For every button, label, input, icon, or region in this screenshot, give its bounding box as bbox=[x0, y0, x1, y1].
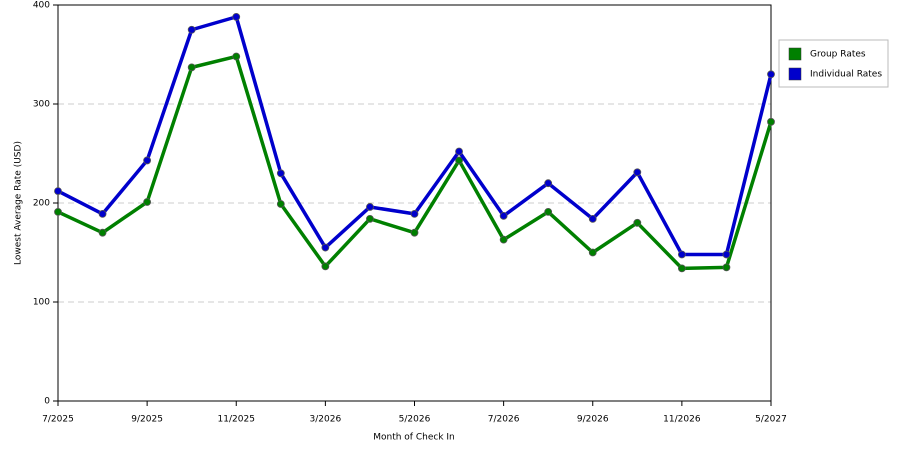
data-point bbox=[276, 169, 285, 178]
data-point bbox=[633, 168, 642, 177]
x-tick-label: 9/2026 bbox=[577, 415, 609, 425]
data-point bbox=[276, 200, 285, 208]
x-tick-label: 7/2025 bbox=[42, 415, 74, 425]
x-tick-label: 5/2026 bbox=[399, 415, 431, 425]
data-point bbox=[677, 250, 686, 259]
data-point bbox=[588, 214, 597, 223]
x-tick-label: 7/2026 bbox=[488, 415, 520, 425]
data-point bbox=[366, 214, 374, 223]
data-point bbox=[232, 12, 241, 21]
series-line bbox=[57, 15, 773, 257]
data-point bbox=[410, 228, 419, 237]
x-tick-label: 5/2027 bbox=[755, 415, 787, 425]
plot-frame bbox=[57, 4, 772, 402]
data-point bbox=[544, 179, 553, 188]
y-tick-label: 100 bbox=[33, 298, 50, 308]
data-point bbox=[410, 209, 419, 218]
x-tick-label: 3/2026 bbox=[310, 415, 342, 425]
y-tick-label: 300 bbox=[33, 100, 50, 110]
y-tick-label: 400 bbox=[33, 1, 50, 11]
data-point bbox=[722, 250, 731, 259]
legend-label: Individual Rates bbox=[810, 70, 882, 80]
data-point bbox=[677, 264, 686, 273]
data-point bbox=[321, 243, 330, 252]
y-axis-title: Lowest Average Rate (USD) bbox=[14, 141, 24, 265]
data-point bbox=[98, 209, 107, 218]
x-tick-label: 11/2025 bbox=[218, 415, 255, 425]
data-point bbox=[633, 218, 642, 227]
data-point bbox=[143, 198, 152, 206]
y-tick-label: 200 bbox=[33, 199, 50, 209]
legend-label: Group Rates bbox=[810, 50, 866, 60]
x-tick-label: 9/2025 bbox=[131, 415, 163, 425]
data-point bbox=[722, 263, 731, 272]
data-point bbox=[187, 25, 196, 34]
data-point bbox=[98, 228, 107, 237]
data-point bbox=[143, 156, 152, 165]
data-point bbox=[54, 187, 62, 196]
legend-swatch bbox=[788, 67, 802, 81]
data-point bbox=[232, 52, 241, 61]
data-point bbox=[544, 208, 553, 216]
data-point bbox=[588, 248, 597, 257]
x-axis-title: Month of Check In bbox=[373, 433, 455, 443]
data-point bbox=[366, 203, 374, 211]
legend-swatch bbox=[788, 47, 802, 61]
y-tick-label: 0 bbox=[44, 397, 50, 407]
data-point bbox=[767, 70, 775, 79]
x-tick-label: 11/2026 bbox=[663, 415, 701, 425]
data-point bbox=[455, 156, 463, 165]
data-point bbox=[499, 235, 508, 244]
data-point bbox=[767, 117, 775, 126]
data-point bbox=[455, 147, 463, 156]
data-point bbox=[187, 63, 196, 72]
data-point bbox=[321, 262, 330, 271]
data-point bbox=[54, 208, 62, 216]
data-point bbox=[499, 211, 508, 220]
